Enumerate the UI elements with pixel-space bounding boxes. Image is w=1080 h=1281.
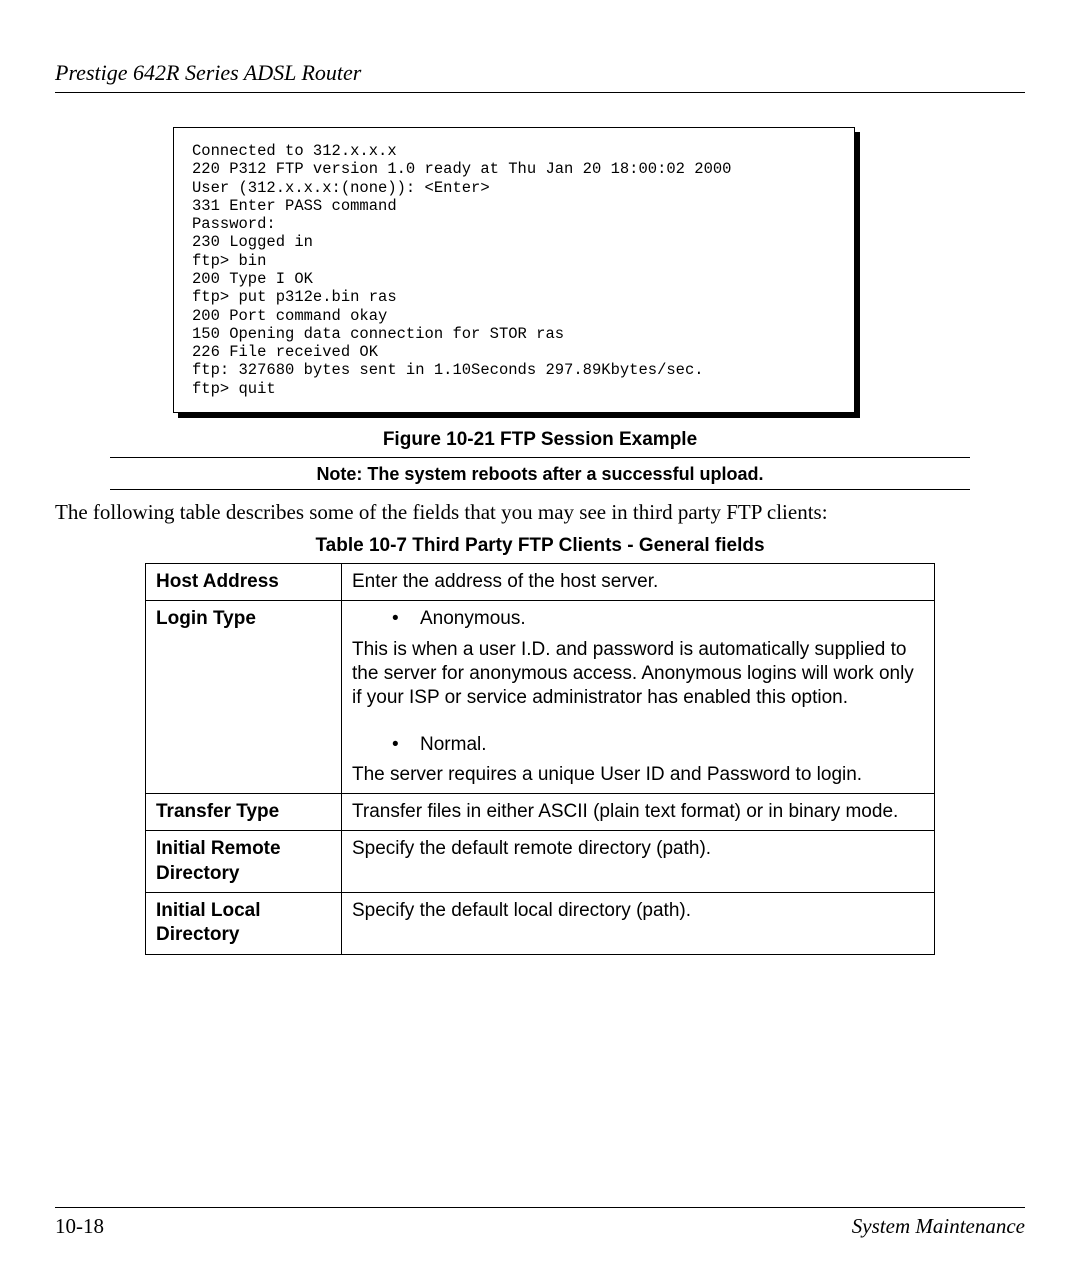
login-anonymous-block: • Anonymous. This is when a user I.D. an…: [352, 607, 924, 710]
field-transfer-type: Transfer Type: [146, 794, 342, 831]
bullet-icon: •: [392, 733, 420, 757]
bullet-icon: •: [392, 607, 420, 631]
field-login-type: Login Type: [146, 601, 342, 794]
bullet-anonymous: • Anonymous.: [392, 607, 924, 631]
bullet-normal: • Normal.: [392, 733, 924, 757]
figure-caption: Figure 10-21 FTP Session Example: [55, 429, 1025, 451]
ftp-session-code: Connected to 312.x.x.x 220 P312 FTP vers…: [192, 142, 836, 398]
login-anon-desc: This is when a user I.D. and password is…: [352, 638, 924, 711]
ftp-clients-table: Host Address Enter the address of the ho…: [145, 563, 935, 955]
login-anon-label: Anonymous.: [420, 607, 526, 631]
figure-rule: [110, 457, 970, 458]
code-example-box: Connected to 312.x.x.x 220 P312 FTP vers…: [173, 127, 855, 413]
field-initial-local: Initial Local Directory: [146, 893, 342, 955]
note-rule: [110, 489, 970, 490]
field-host-address: Host Address: [146, 563, 342, 600]
login-normal-label: Normal.: [420, 733, 487, 757]
table-row: Host Address Enter the address of the ho…: [146, 563, 935, 600]
section-name: System Maintenance: [852, 1214, 1025, 1239]
table-row: Initial Remote Directory Specify the def…: [146, 831, 935, 893]
table-row: Initial Local Directory Specify the defa…: [146, 893, 935, 955]
footer-row: 10-18 System Maintenance: [55, 1214, 1025, 1239]
desc-login-type: • Anonymous. This is when a user I.D. an…: [342, 601, 935, 794]
page-number: 10-18: [55, 1214, 104, 1239]
footer-rule: [55, 1207, 1025, 1208]
table-caption: Table 10-7 Third Party FTP Clients - Gen…: [55, 535, 1025, 557]
page: Prestige 642R Series ADSL Router Connect…: [0, 0, 1080, 1281]
table-row: Login Type • Anonymous. This is when a u…: [146, 601, 935, 794]
table-row: Transfer Type Transfer files in either A…: [146, 794, 935, 831]
desc-transfer-type: Transfer files in either ASCII (plain te…: [342, 794, 935, 831]
page-footer: 10-18 System Maintenance: [55, 1207, 1025, 1239]
field-initial-remote: Initial Remote Directory: [146, 831, 342, 893]
code-box-frame: Connected to 312.x.x.x 220 P312 FTP vers…: [173, 127, 855, 413]
login-normal-block: • Normal. The server requires a unique U…: [352, 733, 924, 788]
desc-host-address: Enter the address of the host server.: [342, 563, 935, 600]
desc-initial-remote: Specify the default remote directory (pa…: [342, 831, 935, 893]
note-text: Note: The system reboots after a success…: [55, 464, 1025, 485]
intro-paragraph: The following table describes some of th…: [55, 500, 1025, 525]
document-header: Prestige 642R Series ADSL Router: [55, 60, 1025, 93]
desc-initial-local: Specify the default local directory (pat…: [342, 893, 935, 955]
login-normal-desc: The server requires a unique User ID and…: [352, 763, 924, 787]
